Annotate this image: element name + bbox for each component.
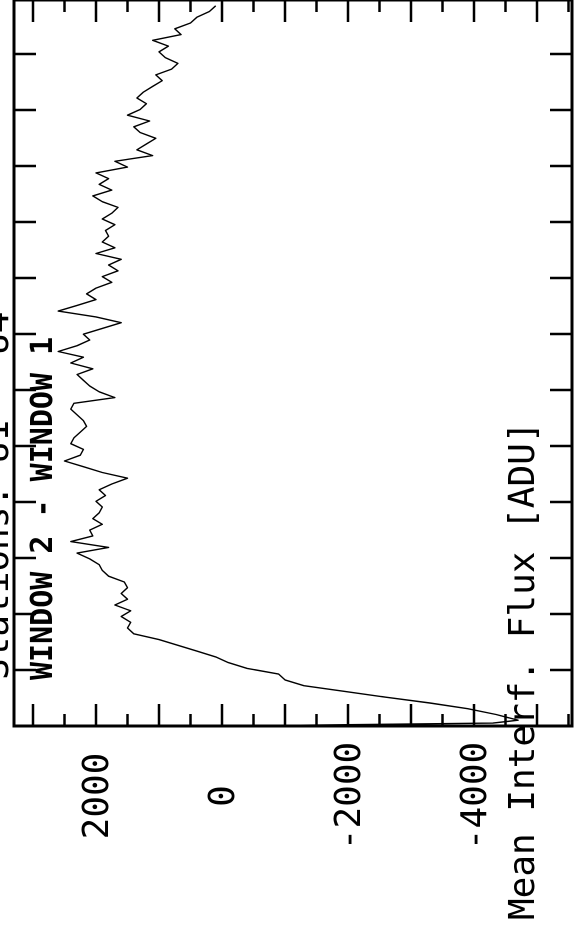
y-axis-title: Mean Interf. Flux [ADU] [502,422,543,921]
tick-group [14,0,572,728]
flux-tick-label: 0 [202,785,243,807]
flux-series-line [57,5,519,727]
flux-tick-label: 2000 [76,753,117,840]
flux-tick-label: -2000 [328,742,369,850]
stations-header: Stations: U1 - U4 [0,312,17,680]
window-annotation: WINDOW 2 - WINDOW 1 [25,337,60,680]
flux-tick-label: -4000 [454,742,495,850]
plot-frame [12,0,574,728]
tick-label-group: 2000 0 -2000 -4000 [76,742,495,850]
